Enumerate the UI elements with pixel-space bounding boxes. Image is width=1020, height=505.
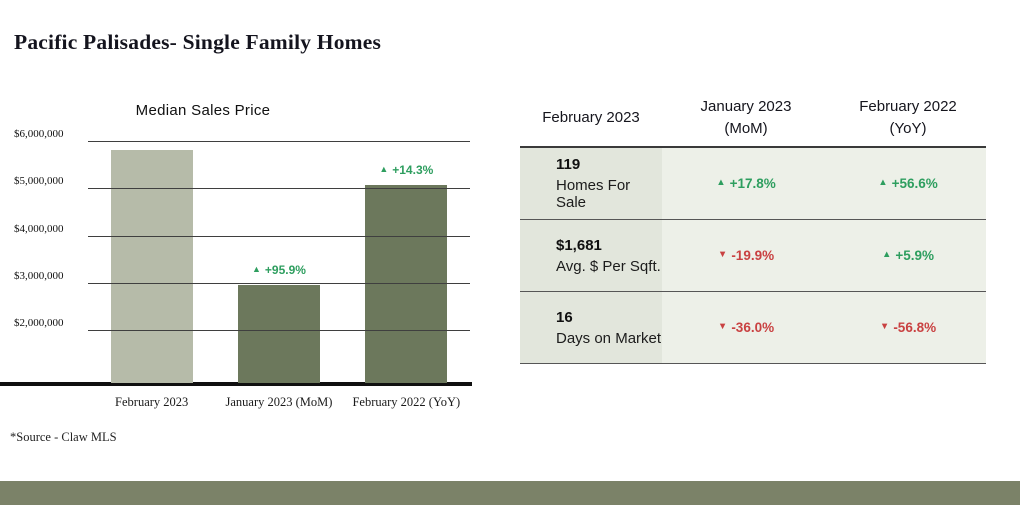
metric-label: Avg. $ Per Sqft.	[556, 257, 661, 275]
stats-table: February 2023 January 2023 (MoM) Februar…	[520, 90, 986, 364]
gridline	[88, 188, 470, 190]
y-axis-tick-label: $2,000,000	[14, 317, 64, 330]
page-title: Pacific Palisades- Single Family Homes	[14, 30, 382, 54]
x-axis-category-label: February 2023	[115, 395, 189, 409]
header-line2: (MoM)	[724, 120, 768, 137]
x-axis-category-label: February 2022 (YoY)	[352, 395, 461, 409]
chart-title: Median Sales Price	[135, 102, 271, 119]
chart-plot-area: ▲ +95.9% ▲ +14.3% $2,000,000 $3,000,000 $4,00…	[0, 128, 472, 386]
gridline	[88, 235, 470, 237]
gridline	[88, 141, 470, 143]
up-triangle-icon: ▲	[252, 263, 261, 274]
yoy-change-cell: ▲ +56.6%	[830, 148, 986, 220]
header-line2: (YoY)	[889, 120, 927, 137]
mom-change-cell: ▲ +17.8%	[662, 148, 830, 220]
change-text: +5.9%	[895, 248, 935, 263]
y-axis-tick-label: $5,000,000	[14, 175, 64, 188]
yoy-change-cell: ▼ -56.8%	[830, 292, 986, 364]
bar-slot: ▲ +95.9%	[215, 135, 342, 383]
bar-change-annotation: ▲ +14.3%	[379, 163, 433, 177]
change-text: -36.0%	[731, 320, 775, 335]
header-line1: February 2023	[542, 109, 640, 127]
header-line1: January 2023	[700, 98, 792, 116]
chart-x-axis-line	[0, 382, 472, 386]
bar-slot: ▲ +14.3%	[343, 135, 470, 383]
mom-change-cell: ▼ -36.0%	[662, 292, 830, 364]
change-text: -56.8%	[893, 320, 937, 335]
y-axis-tick-label: $6,000,000	[14, 128, 64, 141]
metric-cell: 16 Days on Market	[520, 292, 662, 364]
bar-0	[110, 150, 193, 383]
median-sales-price-chart: Median Sales Price ▲ +95.9% ▲ +14.3% $2,000…	[0, 102, 472, 410]
change-text: +17.8%	[729, 176, 776, 191]
up-triangle-icon: ▲	[878, 177, 888, 188]
chart-bars: ▲ +95.9% ▲ +14.3%	[88, 135, 470, 383]
table-header-february-2022-yoy: February 2022 (YoY)	[830, 90, 986, 148]
metric-value: $1,681	[556, 236, 602, 254]
bar-change-text: +14.3%	[392, 162, 434, 177]
table-header-february-2023: February 2023	[520, 90, 662, 148]
metric-value: 16	[556, 308, 573, 326]
metric-label: Days on Market	[556, 329, 662, 347]
up-triangle-icon: ▲	[379, 163, 389, 174]
x-axis-category-label: January 2023 (MoM)	[225, 395, 333, 409]
down-triangle-icon: ▼	[717, 249, 728, 260]
bar-slot	[88, 135, 215, 383]
table-header-january-2023-mom: January 2023 (MoM)	[662, 90, 830, 148]
header-line1: February 2022	[859, 98, 957, 116]
up-triangle-icon: ▲	[881, 249, 892, 260]
change-text: +56.6%	[891, 176, 938, 191]
bar-1	[237, 284, 320, 383]
y-axis-tick-label: $3,000,000	[14, 269, 64, 282]
bottom-accent-band	[0, 481, 1020, 505]
y-axis-tick-label: $4,000,000	[14, 222, 64, 235]
change-text: -19.9%	[731, 248, 775, 263]
up-triangle-icon: ▲	[716, 177, 726, 188]
down-triangle-icon: ▼	[879, 321, 890, 332]
yoy-change-cell: ▲ +5.9%	[830, 220, 986, 292]
bar-change-text: +95.9%	[264, 262, 306, 277]
metric-cell: 119 Homes For Sale	[520, 148, 662, 220]
chart-x-axis-labels: February 2023 January 2023 (MoM) February …	[88, 383, 470, 410]
mom-change-cell: ▼ -19.9%	[662, 220, 830, 292]
gridline	[88, 282, 470, 284]
metric-label: Homes For Sale	[556, 177, 631, 211]
metric-cell: $1,681 Avg. $ Per Sqft.	[520, 220, 662, 292]
bar-change-annotation: ▲ +95.9%	[252, 263, 306, 277]
gridline	[88, 330, 470, 332]
source-note: *Source - Claw MLS	[10, 430, 117, 444]
down-triangle-icon: ▼	[717, 321, 728, 332]
metric-value: 119	[556, 156, 581, 173]
